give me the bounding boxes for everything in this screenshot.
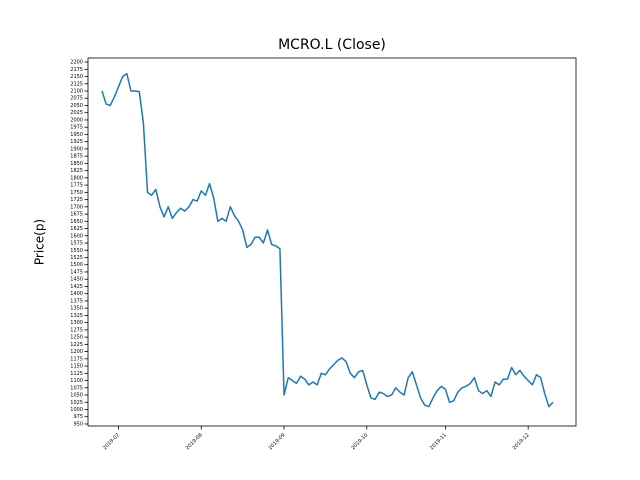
y-tick-label: 1175 <box>70 356 83 362</box>
y-tick-label: 1475 <box>70 269 83 275</box>
y-tick-label: 1650 <box>70 219 83 225</box>
y-tick-label: 1725 <box>70 197 83 203</box>
y-tick-label: 1150 <box>70 364 83 370</box>
y-tick-label: 1925 <box>70 139 83 145</box>
y-tick-label: 1050 <box>70 393 83 399</box>
y-tick-label: 2000 <box>70 117 83 123</box>
y-tick-label: 1300 <box>70 320 83 326</box>
y-tick-label: 1025 <box>70 400 83 406</box>
y-tick-label: 1450 <box>70 277 83 283</box>
y-tick-label: 2175 <box>70 67 83 73</box>
y-tick-label: 1000 <box>70 407 83 413</box>
y-tick-label: 1575 <box>70 241 83 247</box>
y-tick-label: 1075 <box>70 385 83 391</box>
y-tick-label: 1200 <box>70 349 83 355</box>
y-tick-label: 1325 <box>70 313 83 319</box>
y-tick-label: 1550 <box>70 248 83 254</box>
y-tick-label: 1375 <box>70 298 83 304</box>
y-tick-label: 1600 <box>70 233 83 239</box>
y-tick-label: 1425 <box>70 284 83 290</box>
y-tick-label: 1675 <box>70 212 83 218</box>
y-tick-label: 1800 <box>70 175 83 181</box>
y-tick-label: 2025 <box>70 110 83 116</box>
y-tick-label: 1775 <box>70 183 83 189</box>
y-tick-label: 1850 <box>70 161 83 167</box>
y-tick-label: 975 <box>73 414 83 420</box>
y-tick-label: 1625 <box>70 226 83 232</box>
y-tick-label: 1225 <box>70 342 83 348</box>
y-tick-label: 2050 <box>70 103 83 109</box>
y-tick-label: 2150 <box>70 74 83 80</box>
price-line <box>101 72 554 408</box>
y-tick-label: 1700 <box>70 204 83 210</box>
y-tick-label: 950 <box>73 421 83 427</box>
y-tick-label: 1875 <box>70 154 83 160</box>
y-tick-label: 1275 <box>70 327 83 333</box>
y-tick-label: 2100 <box>70 89 83 95</box>
y-tick-label: 1350 <box>70 306 83 312</box>
y-tick-label: 1975 <box>70 125 83 131</box>
plot-frame <box>87 57 577 427</box>
y-tick-label: 1250 <box>70 335 83 341</box>
y-tick-label: 1100 <box>70 378 83 384</box>
y-tick-label: 2075 <box>70 96 83 102</box>
chart-title: MCRO.L (Close) <box>278 37 386 53</box>
y-tick-label: 1400 <box>70 291 83 297</box>
y-tick-label: 1825 <box>70 168 83 174</box>
y-tick-label: 1525 <box>70 255 83 261</box>
y-tick-label: 2200 <box>70 60 83 66</box>
y-tick-label: 1750 <box>70 190 83 196</box>
y-tick-label: 1500 <box>70 262 83 268</box>
y-axis-label: Price(p) <box>33 219 47 265</box>
y-tick-label: 1950 <box>70 132 83 138</box>
y-tick-label: 1125 <box>70 371 83 377</box>
y-tick-label: 1900 <box>70 146 83 152</box>
y-tick-label: 2125 <box>70 81 83 87</box>
